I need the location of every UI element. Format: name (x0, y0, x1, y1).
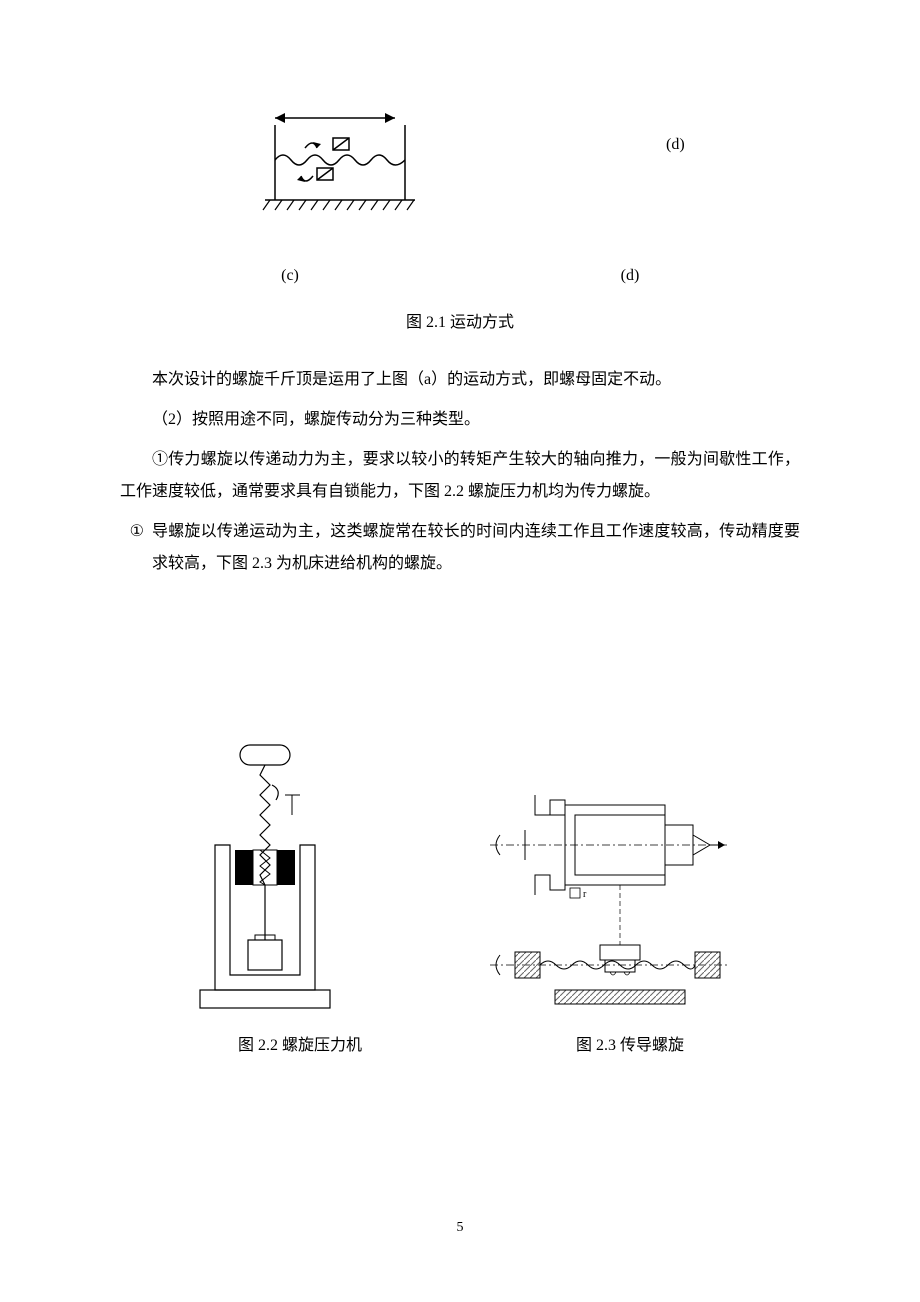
paragraph-2: （2）按照用途不同，螺旋传动分为三种类型。 (120, 404, 800, 436)
diagram-c (235, 100, 435, 230)
figure-2-2 (180, 740, 350, 1020)
caption-2-2: 图 2.2 螺旋压力机 (190, 1030, 390, 1062)
bottom-figures-row: r (120, 740, 800, 1020)
item-content: 导螺旋以传递运动为主，这类螺旋常在较长的时间内连续工作且工作速度较高，传动精度要… (152, 516, 800, 580)
figure-label-row: (c) (d) (120, 260, 800, 292)
item-number: ① (120, 516, 152, 580)
figure-2-1-caption: 图 2.1 运动方式 (120, 307, 800, 339)
caption-2-3: 图 2.3 传导螺旋 (530, 1030, 730, 1062)
lead-screw-diagram: r (470, 780, 740, 1020)
svg-text:r: r (583, 889, 587, 900)
label-d: (d) (530, 260, 730, 292)
bottom-captions-row: 图 2.2 螺旋压力机 图 2.3 传导螺旋 (120, 1030, 800, 1062)
paragraph-3: ①传力螺旋以传递动力为主，要求以较小的转矩产生较大的轴向推力，一般为间歇性工作，… (120, 444, 800, 508)
label-d-solo: (d) (666, 129, 685, 201)
figure-c-container (235, 100, 435, 230)
label-c: (c) (190, 260, 390, 292)
top-figure-row: (d) (120, 100, 800, 230)
numbered-item-1: ① 导螺旋以传递运动为主，这类螺旋常在较长的时间内连续工作且工作速度较高，传动精… (120, 516, 800, 580)
figure-2-3: r (470, 780, 740, 1020)
screw-press-diagram (180, 740, 350, 1020)
page-number: 5 (457, 1214, 464, 1242)
paragraph-1: 本次设计的螺旋千斤顶是运用了上图（a）的运动方式，即螺母固定不动。 (120, 364, 800, 396)
